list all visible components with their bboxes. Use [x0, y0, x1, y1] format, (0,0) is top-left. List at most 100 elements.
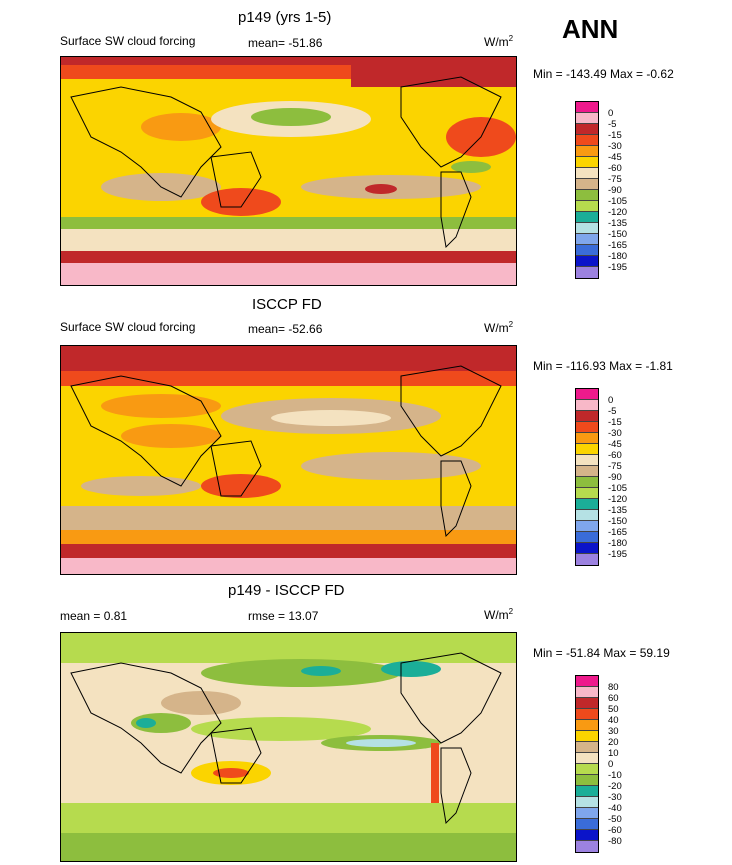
panel-3-tick: -60	[608, 825, 622, 836]
panel-1-tick: -75	[608, 174, 622, 185]
panel-3-color-swatch	[576, 742, 598, 753]
panel-1-tick: -165	[608, 240, 628, 251]
panel-1-color-swatch	[576, 201, 598, 212]
panel-1-color-swatch	[576, 146, 598, 157]
panel-3-color-swatch	[576, 841, 598, 852]
panel-3-tick: -50	[608, 814, 622, 825]
panel-3-color-swatch	[576, 764, 598, 775]
panel-1-tick: 0	[608, 108, 614, 119]
panel-2-tick: -15	[608, 417, 622, 428]
panel-1-tick: -120	[608, 207, 628, 218]
panel-2-minmax: Min = -116.93 Max = -1.81	[533, 359, 673, 373]
panel-2-color-swatch	[576, 499, 598, 510]
panel-3-tick: 60	[608, 693, 619, 704]
panel-2-tick: -90	[608, 472, 622, 483]
panel-3-mean: mean = 0.81	[60, 609, 128, 623]
panel-3-tick: -80	[608, 836, 622, 847]
panel-1-color-swatch	[576, 102, 598, 113]
panel-1-colorbar	[575, 101, 599, 279]
panel-3-tick: 50	[608, 704, 619, 715]
panel-2-map	[60, 345, 517, 575]
panel-3-color-swatch	[576, 709, 598, 720]
panel-1-color-swatch	[576, 179, 598, 190]
panel-1-color-swatch	[576, 223, 598, 234]
panel-2-tick: -120	[608, 494, 628, 505]
panel-3-color-swatch	[576, 797, 598, 808]
panel-2-left-label: Surface SW cloud forcing	[60, 320, 196, 334]
panel-3-minmax: Min = -51.84 Max = 59.19	[533, 646, 670, 660]
panel-3-color-swatch	[576, 676, 598, 687]
panel-1-minmax: Min = -143.49 Max = -0.62	[533, 67, 674, 81]
panel-2-color-swatch	[576, 411, 598, 422]
panel-2-color-swatch	[576, 466, 598, 477]
panel-1-map	[60, 56, 517, 286]
panel-2-color-swatch	[576, 477, 598, 488]
panel-1-color-swatch	[576, 135, 598, 146]
panel-1-color-swatch	[576, 124, 598, 135]
panel-1-color-swatch	[576, 113, 598, 124]
panel-2-color-swatch	[576, 554, 598, 565]
panel-2-tick: 0	[608, 395, 614, 406]
panel-3-tick: -10	[608, 770, 622, 781]
panel-3-tick: -30	[608, 792, 622, 803]
panel-3-rmse: rmse = 13.07	[248, 609, 319, 623]
panel-3-map	[60, 632, 517, 862]
panel-2-color-swatch	[576, 455, 598, 466]
panel-1-color-swatch	[576, 245, 598, 256]
panel-2-units: W/m2	[484, 320, 514, 335]
panel-3-color-swatch	[576, 687, 598, 698]
panel-1-mean: mean= -51.86	[248, 36, 323, 50]
panel-2-color-swatch	[576, 532, 598, 543]
panel-3-tick: 20	[608, 737, 619, 748]
panel-3-color-swatch	[576, 808, 598, 819]
panel-3-tick: 0	[608, 759, 614, 770]
panel-2-tick: -195	[608, 549, 628, 560]
panel-1-color-swatch	[576, 157, 598, 168]
panel-2-tick: -5	[608, 406, 617, 417]
panel-2-tick: -60	[608, 450, 622, 461]
panel-1-left-label: Surface SW cloud forcing	[60, 34, 196, 48]
panel-3-units: W/m2	[484, 607, 514, 622]
panel-3-title: p149 - ISCCP FD	[228, 582, 345, 599]
panel-2-color-swatch	[576, 433, 598, 444]
panel-1-color-swatch	[576, 212, 598, 223]
panel-1-tick: -150	[608, 229, 628, 240]
panel-2-colorbar	[575, 388, 599, 566]
panel-3-color-swatch	[576, 786, 598, 797]
panel-1-tick: -45	[608, 152, 622, 163]
season-label: ANN	[562, 14, 619, 44]
panel-1-color-swatch	[576, 190, 598, 201]
panel-3-tick: -20	[608, 781, 622, 792]
panel-3-color-swatch	[576, 775, 598, 786]
panel-3-tick: 40	[608, 715, 619, 726]
panel-1-tick: -15	[608, 130, 622, 141]
panel-3-color-swatch	[576, 720, 598, 731]
panel-2-tick: -180	[608, 538, 628, 549]
panel-1-tick: -135	[608, 218, 628, 229]
panel-2-tick: -150	[608, 516, 628, 527]
panel-2-title: ISCCP FD	[252, 296, 322, 313]
panel-2-tick: -165	[608, 527, 628, 538]
panel-3-color-swatch	[576, 753, 598, 764]
panel-1-color-swatch	[576, 168, 598, 179]
panel-3-color-swatch	[576, 819, 598, 830]
panel-2-color-swatch	[576, 510, 598, 521]
panel-3-color-swatch	[576, 698, 598, 709]
panel-3-tick: -40	[608, 803, 622, 814]
panel-3-color-swatch	[576, 830, 598, 841]
panel-3-tick: 10	[608, 748, 619, 759]
panel-1-tick: -90	[608, 185, 622, 196]
panel-1-title: p149 (yrs 1-5)	[238, 9, 332, 26]
panel-3-colorbar	[575, 675, 599, 853]
panel-3-color-swatch	[576, 731, 598, 742]
panel-2-color-swatch	[576, 488, 598, 499]
panel-2-tick: -105	[608, 483, 628, 494]
panel-2-tick: -135	[608, 505, 628, 516]
panel-2-tick: -75	[608, 461, 622, 472]
panel-2-color-swatch	[576, 422, 598, 433]
panel-1-color-swatch	[576, 234, 598, 245]
panel-2-color-swatch	[576, 521, 598, 532]
panel-1-tick: -105	[608, 196, 628, 207]
panel-1-tick: -5	[608, 119, 617, 130]
panel-1-tick: -30	[608, 141, 622, 152]
